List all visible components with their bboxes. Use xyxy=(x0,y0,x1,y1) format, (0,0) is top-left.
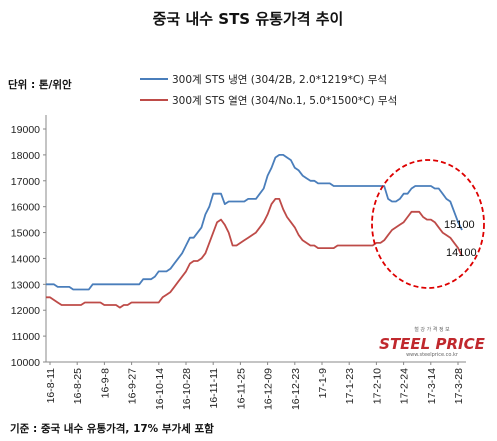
axes xyxy=(45,115,466,363)
x-tick-label: 16-12-23 xyxy=(290,368,302,410)
legend: 300계 STS 냉연 (304/2B, 2.0*1219*C) 무석 300계… xyxy=(140,74,397,107)
x-tick-label: 16-11-11 xyxy=(208,368,220,409)
y-tick-label: 11000 xyxy=(12,331,41,343)
y-tick-label: 18000 xyxy=(11,150,40,162)
x-tick-label: 16-10-28 xyxy=(181,368,193,410)
series-lines xyxy=(46,153,463,309)
x-tick-label: 17-2-24 xyxy=(399,368,411,404)
logo-url: www.steelprice.co.kr xyxy=(406,352,459,358)
x-tick-label: 16-9-8 xyxy=(99,368,111,399)
y-tick-label: 14000 xyxy=(11,253,40,265)
y-tick-label: 13000 xyxy=(11,279,40,291)
x-tick-label: 16-8-25 xyxy=(72,368,84,404)
logo-text: STEEL PRICE xyxy=(379,335,485,353)
y-tick-label: 10000 xyxy=(11,357,40,369)
x-tick-label: 17-3-14 xyxy=(426,368,438,404)
unit-label: 단위 : 톤/위안 xyxy=(8,78,72,91)
y-tick-label: 15000 xyxy=(11,228,40,240)
series-line-cold-rolled xyxy=(46,153,463,291)
x-tick-label: 17-1-23 xyxy=(344,368,356,404)
x-tick-label: 16-9-27 xyxy=(127,368,139,404)
legend-label-cold-rolled: 300계 STS 냉연 (304/2B, 2.0*1219*C) 무석 xyxy=(172,74,387,86)
x-tick-label: 17-2-10 xyxy=(371,368,383,404)
series-line-hot-rolled xyxy=(46,197,463,309)
steelprice-logo: 철 강 가 격 정 보 STEEL PRICE www.steelprice.c… xyxy=(379,326,485,358)
footnote: 기준 : 중국 내수 유통가격, 17% 부가세 포함 xyxy=(10,422,214,435)
y-tick-label: 19000 xyxy=(11,124,40,136)
x-tick-label: 17-1-9 xyxy=(317,368,329,399)
y-tick-label: 17000 xyxy=(11,176,40,188)
x-tick-label: 16-10-14 xyxy=(154,368,166,410)
x-tick-label: 16-12-09 xyxy=(263,368,275,410)
x-tick-label: 16-8-11 xyxy=(45,368,57,404)
x-tick-label: 16-11-25 xyxy=(235,368,247,409)
x-tick-label: 17-3-28 xyxy=(453,368,465,404)
end-label-hot-rolled: 14100 xyxy=(446,247,477,259)
x-axis-ticks: 16-8-11 16-8-25 16-9-8 16-9-27 16-10-14 16-10… xyxy=(45,362,465,410)
legend-label-hot-rolled: 300계 STS 열연 (304/No.1, 5.0*1500*C) 무석 xyxy=(172,95,397,107)
y-tick-label: 16000 xyxy=(11,202,40,214)
y-axis-ticks: 10000 11000 12000 13000 14000 15000 16000 17000… xyxy=(11,124,46,369)
highlight-circle xyxy=(371,159,485,289)
y-tick-label: 12000 xyxy=(11,305,40,317)
logo-small-text: 철 강 가 격 정 보 xyxy=(414,326,450,333)
end-label-cold-rolled: 15100 xyxy=(444,219,475,231)
chart-title: 중국 내수 STS 유통가격 추이 xyxy=(153,10,344,28)
